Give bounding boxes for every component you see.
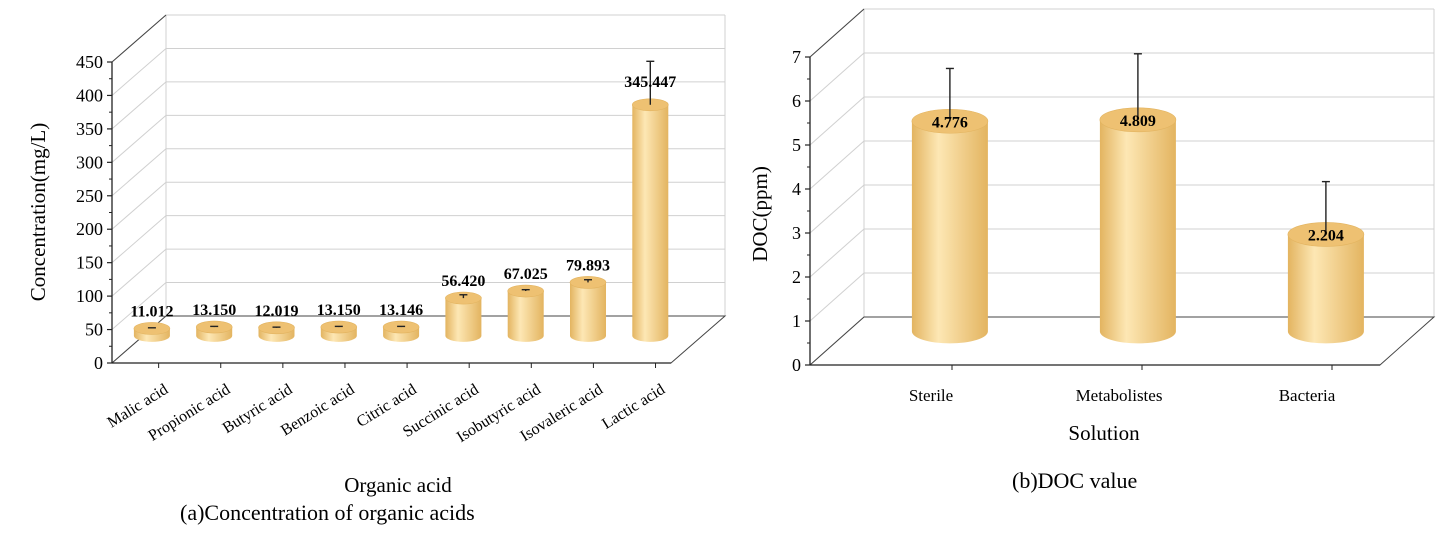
y-tick-label: 50 — [85, 320, 103, 340]
chart-doc-value: 0 1 2 3 4 5 6 7 DOC(ppm) Solution 4.776 Sterile 4.80… — [748, 8, 1436, 445]
data-label: 12.019 — [255, 303, 299, 320]
top-depth-edge — [809, 8, 865, 58]
data-label: 2.204 — [1308, 227, 1344, 244]
y-tick-label: 450 — [76, 52, 103, 72]
y-tick-label: 1 — [792, 311, 801, 331]
data-label: 13.150 — [192, 302, 236, 319]
y-axis-title: DOC(ppm) — [748, 166, 772, 262]
x-axis-title: Solution — [1068, 421, 1140, 445]
bar-isobutyric-acid: 67.025 — [504, 266, 548, 342]
y-tick-label: 100 — [76, 286, 103, 306]
data-label: 13.150 — [317, 302, 361, 319]
data-label: 67.025 — [504, 266, 548, 283]
bar-body — [570, 282, 606, 342]
bar-propionic-acid: 13.150 — [192, 302, 236, 342]
bar-bacteria: 2.204 — [1287, 180, 1365, 344]
side-gridline — [111, 215, 167, 264]
bar-succinic-acid: 56.420 — [441, 273, 485, 342]
side-gridline — [111, 248, 167, 297]
data-label: 4.809 — [1120, 113, 1156, 130]
bar-body — [1287, 234, 1364, 344]
y-tick-label: 5 — [792, 135, 801, 155]
bar-body — [1099, 119, 1176, 344]
caption-chart-b: (b)DOC value — [1012, 468, 1138, 493]
data-label: 11.012 — [130, 303, 173, 320]
bar-lactic-acid: 345.447 — [624, 60, 676, 342]
y-tick-label: 400 — [76, 85, 103, 105]
side-gridline — [809, 184, 865, 234]
bar-malic-acid: 11.012 — [130, 303, 173, 342]
side-gridline — [111, 148, 167, 197]
bar-benzoic-acid: 13.150 — [317, 302, 361, 342]
y-tick-label: 7 — [792, 47, 801, 67]
bar-butyric-acid: 12.019 — [255, 303, 299, 342]
x-tick-label-sterile: Sterile — [909, 386, 953, 405]
side-gridline — [111, 181, 167, 230]
y-tick-label: 0 — [94, 353, 103, 373]
bar-body — [445, 298, 482, 342]
x-tick-label-lactic-acid: Lactic acid — [599, 381, 668, 433]
bar-isovaleric-acid: 79.893 — [566, 257, 610, 342]
side-gridline — [809, 96, 865, 146]
y-tick-label: 300 — [76, 152, 103, 172]
y-tick-label: 250 — [76, 186, 103, 206]
data-label: 79.893 — [566, 257, 610, 274]
side-gridline — [111, 282, 167, 330]
bar-sterile: 4.776 — [911, 67, 989, 344]
data-label: 4.776 — [932, 114, 968, 131]
y-tick-label: 150 — [76, 253, 103, 273]
bar-body — [911, 121, 988, 344]
side-gridline — [111, 114, 167, 163]
side-gridline — [809, 52, 865, 102]
caption-chart-a: (a)Concentration of organic acids — [180, 500, 475, 525]
x-tick-label-bacteria: Bacteria — [1279, 386, 1336, 405]
bar-metabolistes: 4.809 — [1099, 53, 1177, 344]
side-gridline — [111, 48, 167, 96]
bar-body — [632, 104, 669, 342]
x-axis-title: Organic acid — [344, 473, 452, 497]
data-label: 345.447 — [624, 74, 676, 91]
side-gridline — [809, 272, 865, 322]
side-gridline — [809, 228, 865, 278]
y-tick-label: 2 — [792, 267, 801, 287]
y-tick-label: 3 — [792, 223, 801, 243]
y-tick-label: 4 — [792, 179, 801, 199]
data-label: 13.146 — [379, 302, 423, 319]
y-tick-label: 200 — [76, 219, 103, 239]
data-label: 56.420 — [441, 273, 485, 290]
bar-body — [507, 291, 544, 342]
chart-organic-acids: 0 50 100 150 200 250 300 350 400 450 Concentration… — [26, 14, 727, 497]
x-tick-label-metabolistes: Metabolistes — [1076, 386, 1163, 405]
y-tick-label: 0 — [792, 355, 801, 375]
side-gridline — [809, 140, 865, 190]
top-depth-edge — [111, 14, 167, 63]
y-tick-label: 350 — [76, 119, 103, 139]
side-gridline — [111, 81, 167, 130]
bar-citric-acid: 13.146 — [379, 302, 423, 342]
y-axis-title: Concentration(mg/L) — [26, 123, 50, 301]
y-tick-label: 6 — [792, 91, 801, 111]
